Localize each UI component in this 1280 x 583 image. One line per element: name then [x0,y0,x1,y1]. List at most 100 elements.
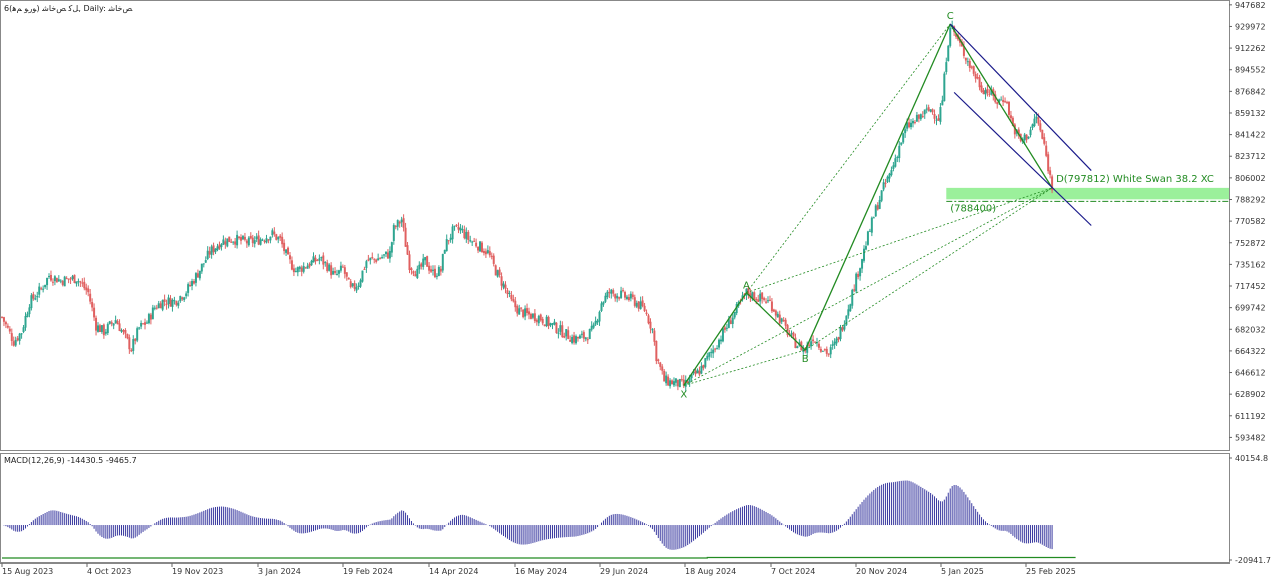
candle [978,74,981,91]
candle [902,132,905,144]
candle [345,272,348,281]
candle [320,256,323,262]
dotted-ad [746,187,1053,294]
candle [394,224,397,230]
candle [520,307,523,312]
candle [810,337,813,350]
candle [194,272,197,287]
macd-tick-label: -20941.7 [1235,556,1271,565]
candle [571,334,574,345]
candle [678,378,681,388]
candle [855,272,858,294]
candle [328,263,331,272]
candle [612,288,615,297]
candle [214,248,217,255]
leg-cd [949,23,1053,189]
candle [191,278,194,291]
candle [467,230,470,245]
price-tick-label: 752872 [1235,239,1266,248]
chart-header: 6(ﻮرﻮ ﻢﻫ) ﻞﮐ ﺺﺧﺎﺷ, Daily: ﺺﺧﺎﺷ [4,4,132,13]
macd-tick-label: 40154.8 [1235,454,1268,463]
candle [243,232,246,242]
candle [339,261,342,273]
candle [710,348,713,358]
price-tick-label: 611192 [1235,412,1266,421]
candle [281,232,284,248]
macd-axis: 40154.8 -20941.7 [1229,454,1271,565]
candle [547,315,550,330]
candle [247,236,250,247]
candle [496,269,499,278]
candle [55,277,58,283]
candle [890,166,893,177]
candle [943,71,946,102]
candle [238,236,241,240]
price-axis: 947682 929972 912262 894552 876842 859132 8414… [1229,1,1266,442]
candle [196,269,199,278]
candle [933,109,936,124]
candle [439,265,442,276]
candle [240,234,243,245]
candle [98,323,101,333]
candle [257,230,260,246]
price-tick-label: 593482 [1235,433,1266,442]
candle [714,347,717,353]
candle [312,252,315,263]
candle [982,87,985,95]
candle [285,249,288,256]
candle [179,295,182,303]
candle [208,246,211,258]
candle [651,328,654,334]
candle [102,323,105,339]
candle [735,301,738,316]
candle [817,341,820,351]
candle [404,222,407,247]
candle [900,142,903,146]
candle [1000,96,1003,101]
candle [402,214,405,232]
candle [443,249,446,254]
time-tick-label: 7 Oct 2024 [771,567,815,576]
candle [908,117,911,129]
candle [847,304,850,319]
candle [843,320,846,332]
candle [913,119,916,125]
prz-rectangle [946,187,1229,200]
candle [18,332,21,345]
candle [598,310,601,326]
candle [126,333,129,340]
candle [837,336,840,343]
candle [326,259,329,273]
candle [602,301,605,307]
candle [870,216,873,237]
candle [859,267,862,281]
candle [925,104,928,114]
candle [1006,100,1009,105]
candle [984,87,987,100]
candle [414,270,417,277]
candle [866,230,869,246]
candle [510,291,513,302]
candle [623,290,626,301]
candle [416,265,419,280]
macd-signal-line [2,556,1076,559]
candle [249,232,252,240]
candle [723,325,726,333]
candle [95,315,98,336]
candle [767,296,770,304]
candle [792,331,795,339]
candle [641,296,644,308]
candle [355,283,358,293]
candle [210,244,213,259]
candle [89,288,92,305]
candle [559,320,562,336]
candle [161,299,164,312]
candle [318,254,321,265]
candle [406,241,409,256]
candle [1041,129,1044,140]
candle [277,236,280,244]
candle [34,294,37,301]
candle [83,277,86,291]
price-tick-label: 735162 [1235,260,1266,269]
